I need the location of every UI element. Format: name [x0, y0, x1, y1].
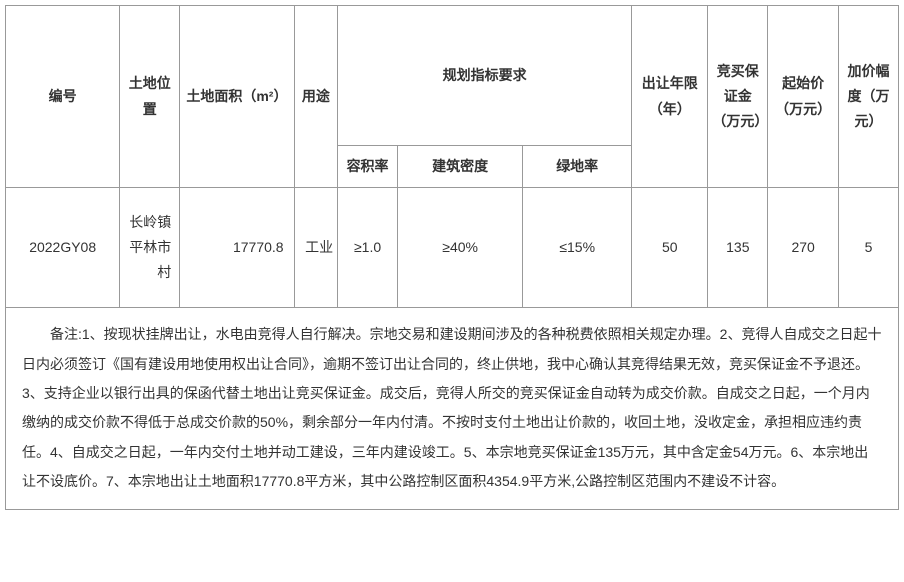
land-listing-table: 编号 土地位置 土地面积（m²） 用途 规划指标要求 出让年限（年） 竞买保证金… [5, 5, 899, 510]
col-floor-ratio: 容积率 [338, 146, 398, 188]
table-row: 2022GY08 长岭镇平林市村 17770.8 工业 ≥1.0 ≥40% ≤1… [6, 188, 899, 308]
col-planning-group: 规划指标要求 [338, 6, 632, 146]
col-area: 土地面积（m²） [180, 6, 294, 188]
cell-floor-ratio: ≥1.0 [338, 188, 398, 308]
table-notes-row: 备注:1、按现状挂牌出让，水电由竞得人自行解决。宗地交易和建设期间涉及的各种税费… [6, 308, 899, 509]
cell-id: 2022GY08 [6, 188, 120, 308]
col-start-price: 起始价（万元） [768, 6, 839, 188]
col-building-density: 建筑密度 [398, 146, 523, 188]
notes-text: 备注:1、按现状挂牌出让，水电由竞得人自行解决。宗地交易和建设期间涉及的各种税费… [6, 308, 899, 509]
col-location: 土地位置 [120, 6, 180, 188]
cell-increment: 5 [839, 188, 899, 308]
col-deposit: 竞买保证金（万元） [708, 6, 768, 188]
cell-use: 工业 [294, 188, 338, 308]
col-term: 出让年限（年） [632, 6, 708, 188]
col-id: 编号 [6, 6, 120, 188]
col-use: 用途 [294, 6, 338, 188]
cell-location: 长岭镇平林市村 [120, 188, 180, 308]
cell-building-density: ≥40% [398, 188, 523, 308]
cell-term: 50 [632, 188, 708, 308]
col-green-ratio: 绿地率 [523, 146, 632, 188]
cell-deposit: 135 [708, 188, 768, 308]
table-header-row-1: 编号 土地位置 土地面积（m²） 用途 规划指标要求 出让年限（年） 竞买保证金… [6, 6, 899, 146]
cell-green-ratio: ≤15% [523, 188, 632, 308]
cell-start-price: 270 [768, 188, 839, 308]
col-increment: 加价幅度（万元） [839, 6, 899, 188]
cell-area: 17770.8 [180, 188, 294, 308]
